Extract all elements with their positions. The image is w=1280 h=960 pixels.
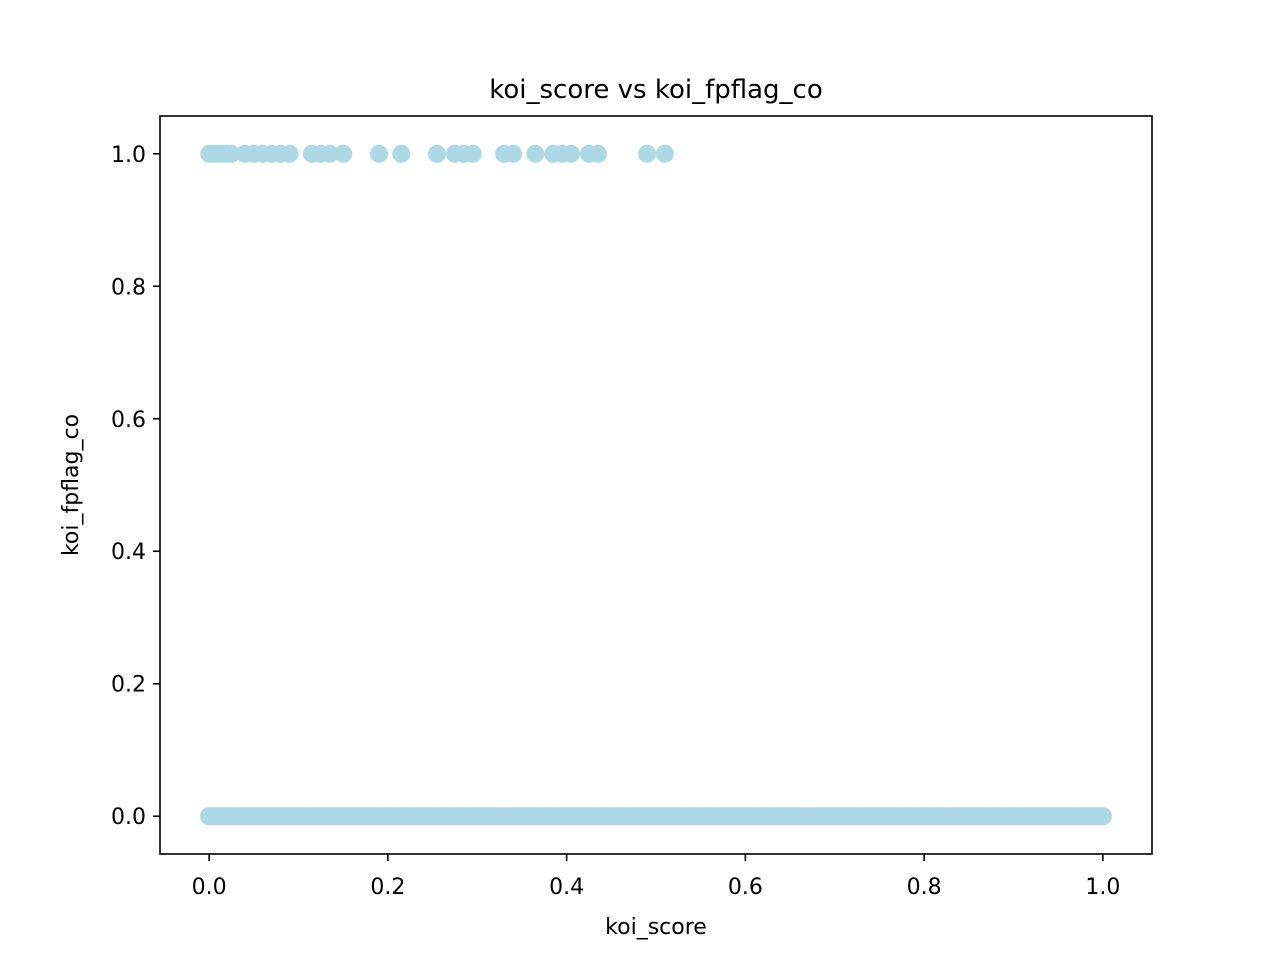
scatter-point	[562, 144, 581, 163]
x-tick-label: 1.0	[1085, 875, 1120, 900]
x-tick-label: 0.6	[728, 875, 763, 900]
scatter-point	[588, 144, 607, 163]
scatter-point	[392, 144, 411, 163]
scatter-point	[280, 144, 299, 163]
y-axis-ticks: 0.0 0.2 0.4 0.6 0.8 1.0	[111, 143, 160, 830]
chart-title: koi_score vs koi_fpflag_co	[489, 75, 823, 105]
scatter-point	[334, 144, 353, 163]
x-axis-label: koi_score	[605, 915, 707, 940]
y-tick-label: 0.0	[111, 805, 146, 830]
scatter-point	[638, 144, 657, 163]
x-tick-label: 0.0	[192, 875, 227, 900]
y-axis-label: koi_fpflag_co	[59, 414, 84, 556]
scatter-point-band	[200, 807, 1112, 826]
y-tick-label: 1.0	[111, 143, 146, 168]
scatter-point	[463, 144, 482, 163]
y-tick-label: 0.2	[111, 673, 146, 698]
y-tick-label: 0.6	[111, 408, 146, 433]
x-tick-label: 0.8	[907, 875, 942, 900]
scatter-point	[655, 144, 674, 163]
scatter-point	[222, 144, 241, 163]
scatter-point	[526, 144, 545, 163]
y-tick-label: 0.4	[111, 540, 146, 565]
x-tick-label: 0.2	[370, 875, 405, 900]
scatter-point	[369, 144, 388, 163]
points-layer	[200, 144, 1112, 826]
y-tick-label: 0.8	[111, 275, 146, 300]
x-axis-ticks: 0.0 0.2 0.4 0.6 0.8 1.0	[192, 854, 1120, 900]
scatter-point	[504, 144, 523, 163]
x-tick-label: 0.4	[549, 875, 584, 900]
plot-frame	[159, 115, 1153, 855]
scatter-point	[320, 144, 339, 163]
scatter-point	[428, 144, 447, 163]
